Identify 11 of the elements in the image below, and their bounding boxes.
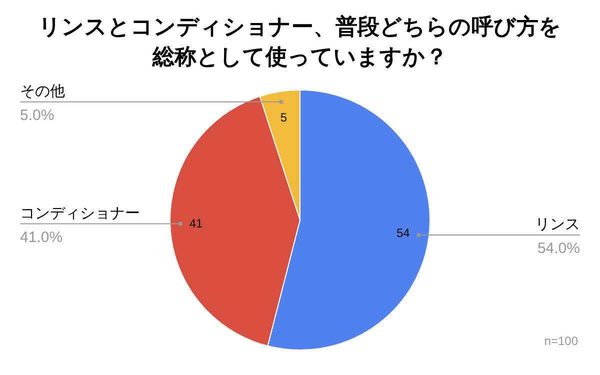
text: n=100 <box>544 334 578 348</box>
slice-label: コンディショナー <box>20 204 140 222</box>
data-label: 5 <box>280 110 288 124</box>
data-label: 41 <box>189 216 204 230</box>
slice-label: その他 <box>20 82 65 100</box>
text: 54.0% <box>537 240 580 257</box>
text: 5.0% <box>20 106 54 124</box>
data-label: 54 <box>396 226 410 240</box>
text: 41.0% <box>20 228 63 246</box>
chart-title: リンスとコンディショナー、普段どちらの呼び方を総称として使っていますか？ <box>38 14 562 69</box>
slice-label: リンス <box>535 216 580 233</box>
